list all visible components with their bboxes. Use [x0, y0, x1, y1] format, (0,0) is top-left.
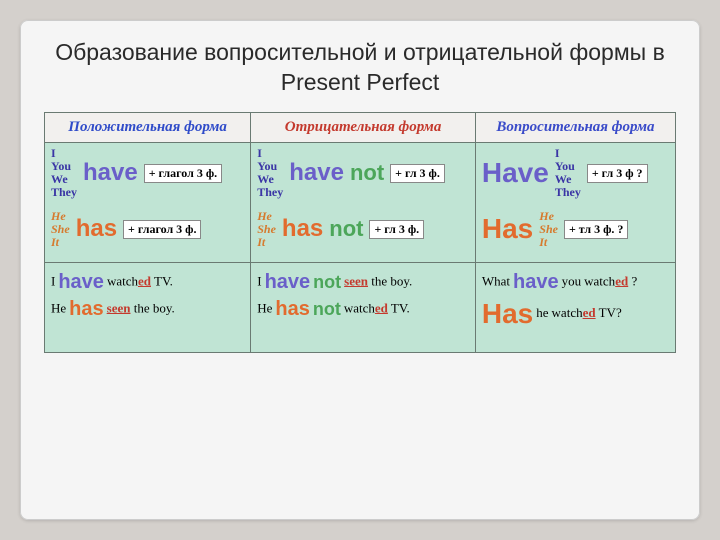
- slide-title: Образование вопросительной и отрицательн…: [44, 38, 676, 98]
- cell-question-forms: Have I You We They + гл 3 ф ? Has He She…: [475, 142, 675, 262]
- pronouns-singular: He She It: [539, 210, 558, 250]
- examples-row: I have watched TV. He has seen the boy. …: [45, 262, 676, 352]
- verb3-box: + глагол 3 ф.: [144, 164, 222, 183]
- verb3-box: + гл 3 ф.: [369, 220, 424, 239]
- cell-positive-examples: I have watched TV. He has seen the boy.: [45, 262, 251, 352]
- has-word-cap: Has: [482, 213, 533, 245]
- pronouns-singular: He She It: [51, 210, 70, 250]
- cell-negative-examples: I have not seen the boy. He has not watc…: [251, 262, 476, 352]
- has-word: has: [282, 215, 323, 243]
- cell-question-examples: What have you watched ? Has he watched T…: [475, 262, 675, 352]
- has-word: has: [76, 215, 117, 243]
- verb3-box: + гл 3 ф ?: [587, 164, 648, 183]
- example-line: He has not watched TV.: [257, 298, 469, 321]
- example-line: Has he watched TV?: [482, 298, 669, 330]
- header-row: Положительная форма Отрицательная форма …: [45, 112, 676, 142]
- not-word: not: [329, 216, 363, 242]
- example-line: I have not seen the boy.: [257, 271, 469, 294]
- have-word-cap: Have: [482, 157, 549, 189]
- header-negative: Отрицательная форма: [251, 112, 476, 142]
- pronouns-plural: I You We They: [555, 147, 581, 200]
- cell-positive-forms: I You We They have + глагол 3 ф. He She …: [45, 142, 251, 262]
- verb3-box: + глагол 3 ф.: [123, 220, 201, 239]
- pronouns-plural: I You We They: [257, 147, 283, 200]
- have-word: have: [289, 159, 344, 187]
- have-word: have: [83, 159, 138, 187]
- grammar-table: Положительная форма Отрицательная форма …: [44, 112, 676, 353]
- slide-frame: Образование вопросительной и отрицательн…: [20, 20, 700, 520]
- example-line: He has seen the boy.: [51, 298, 244, 321]
- forms-row: I You We They have + глагол 3 ф. He She …: [45, 142, 676, 262]
- header-positive: Положительная форма: [45, 112, 251, 142]
- not-word: not: [350, 160, 384, 186]
- pronouns-plural: I You We They: [51, 147, 77, 200]
- example-line: I have watched TV.: [51, 271, 244, 294]
- cell-negative-forms: I You We They have not + гл 3 ф. He She …: [251, 142, 476, 262]
- pronouns-singular: He She It: [257, 210, 276, 250]
- header-question: Вопросительная форма: [475, 112, 675, 142]
- verb3-box: + гл 3 ф.: [390, 164, 445, 183]
- example-line: What have you watched ?: [482, 271, 669, 294]
- verb3-box: + тл 3 ф. ?: [564, 220, 628, 239]
